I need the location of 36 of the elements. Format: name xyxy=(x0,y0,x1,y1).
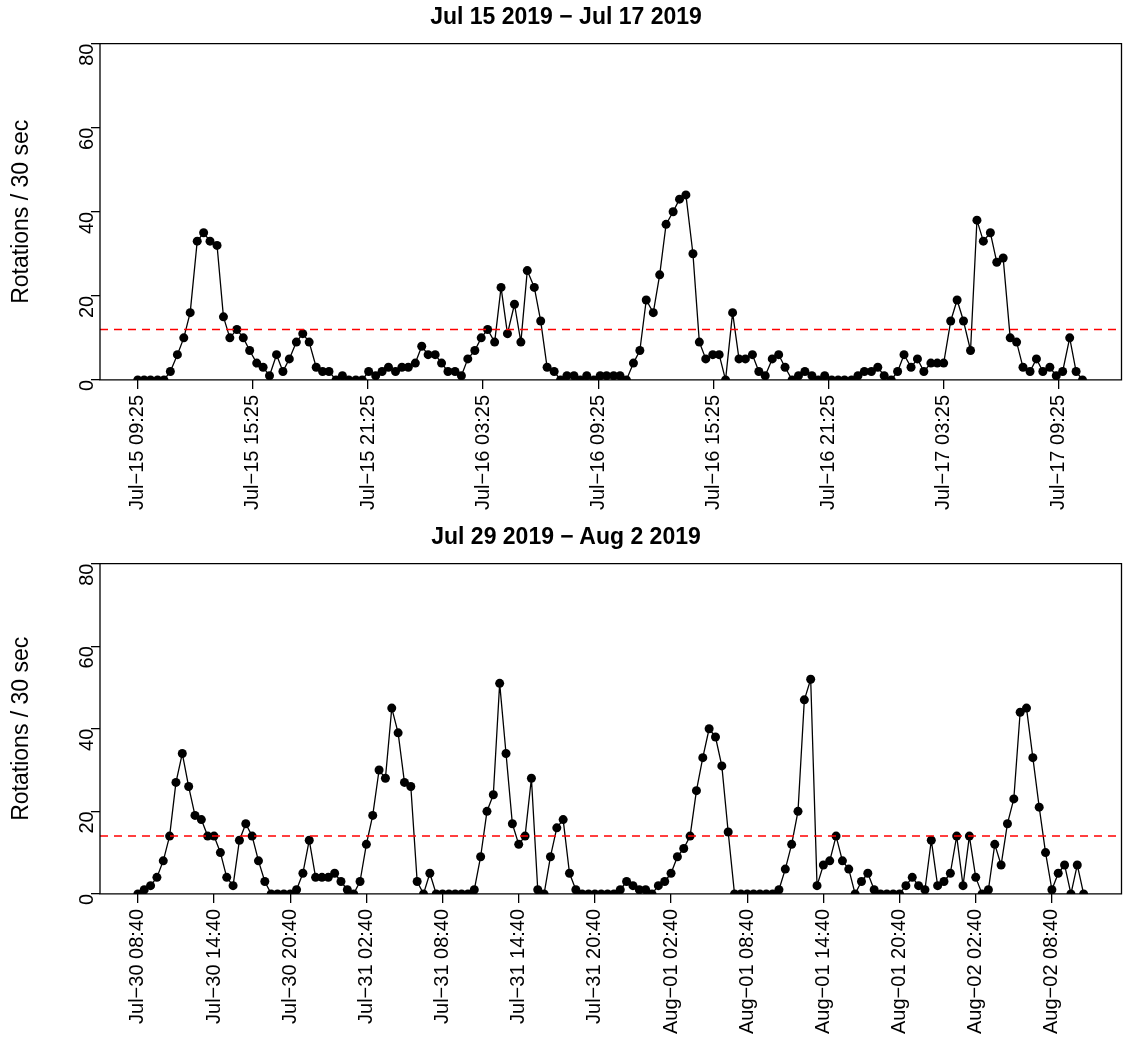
x-tick-label: Jul−17 09:25 xyxy=(1046,394,1069,511)
x-tick-label: Aug−02 08:40 xyxy=(1039,908,1062,1035)
y-tick-label: 80 xyxy=(74,43,97,66)
y-tick-label: 20 xyxy=(74,811,97,834)
x-tick-label: Jul−31 14:40 xyxy=(506,908,529,1024)
x-tick-label: Jul−16 09:25 xyxy=(585,394,608,511)
chart-title: Jul 29 2019 − Aug 2 2019 xyxy=(431,523,701,550)
y-tick-label: 80 xyxy=(74,563,97,586)
x-tick-label: Aug−02 02:40 xyxy=(963,908,986,1035)
y-tick-label: 0 xyxy=(74,893,97,906)
y-tick-label: 40 xyxy=(74,728,97,751)
x-tick-label: Aug−01 02:40 xyxy=(658,908,681,1035)
y-axis-title: Rotations / 30 sec xyxy=(7,119,34,304)
x-tick-label: Jul−31 02:40 xyxy=(353,908,376,1024)
y-tick-label: 60 xyxy=(74,646,97,669)
x-tick-label: Jul−15 21:25 xyxy=(355,394,378,511)
x-tick-label: Aug−01 14:40 xyxy=(810,908,833,1035)
y-tick-label: 40 xyxy=(74,211,97,234)
x-tick-label: Jul−16 15:25 xyxy=(700,394,723,511)
x-tick-label: Jul−30 20:40 xyxy=(277,908,300,1024)
y-tick-label: 60 xyxy=(74,127,97,150)
y-tick-label: 20 xyxy=(74,295,97,319)
x-tick-label: Jul−17 03:25 xyxy=(931,394,954,511)
x-tick-label: Jul−15 15:25 xyxy=(240,394,263,511)
x-tick-label: Jul−31 08:40 xyxy=(430,908,453,1024)
x-tick-label: Jul−30 08:40 xyxy=(125,908,148,1024)
x-tick-label: Jul−30 14:40 xyxy=(201,908,224,1024)
x-tick-label: Jul−31 20:40 xyxy=(582,908,605,1024)
y-tick-label: 0 xyxy=(74,379,97,392)
x-tick-label: Jul−16 21:25 xyxy=(816,394,839,511)
y-axis-title: Rotations / 30 sec xyxy=(7,636,34,821)
x-tick-label: Jul−16 03:25 xyxy=(470,394,493,511)
x-tick-label: Jul−15 09:25 xyxy=(125,394,148,511)
x-tick-label: Aug−01 08:40 xyxy=(734,908,757,1035)
chart-title: Jul 15 2019 − Jul 17 2019 xyxy=(430,3,702,30)
x-tick-label: Aug−01 20:40 xyxy=(887,908,910,1035)
